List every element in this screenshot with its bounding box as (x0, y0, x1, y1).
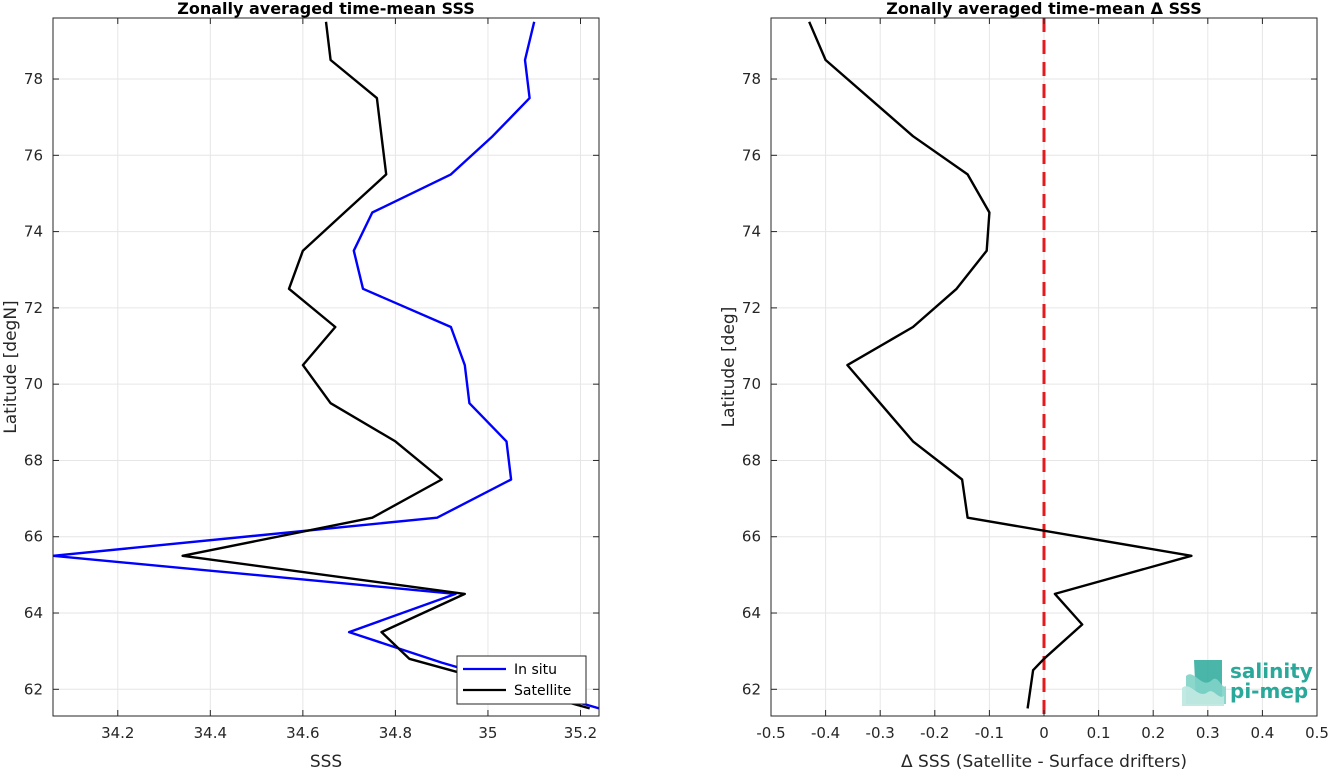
tick-marks (53, 18, 599, 716)
y-tick-label: 72 (742, 299, 761, 317)
x-tick-label: 34.6 (286, 724, 319, 742)
y-tick-labels: 62 64 66 68 70 72 74 76 78 (742, 70, 761, 698)
x-tick-label: -0.4 (811, 724, 840, 742)
series-line-satellite (181, 21, 591, 710)
x-tick-label: -0.1 (975, 724, 1004, 742)
x-tick-label: 34.4 (194, 724, 227, 742)
logo-wave-icon (1182, 660, 1226, 706)
chart-title: Zonally averaged time-mean SSS (177, 0, 475, 18)
x-axis-label: Δ SSS (Satellite - Surface drifters) (901, 752, 1187, 769)
x-tick-label: 0.3 (1196, 724, 1220, 742)
x-tick-label: 0.5 (1305, 724, 1329, 742)
x-tick-labels: 34.2 34.4 34.6 34.8 35 35.2 (101, 724, 597, 742)
salinity-pi-mep-logo: salinity pi-mep (1182, 659, 1313, 706)
series-line-0 (808, 21, 1193, 709)
x-tick-label: 0.2 (1141, 724, 1165, 742)
y-tick-label: 76 (742, 146, 761, 164)
chart-title: Zonally averaged time-mean Δ SSS (886, 0, 1202, 18)
delta-sss-panel: -0.5 -0.4 -0.3 -0.2 -0.1 0 0.1 0.2 0.3 0.4 0.5 626… (719, 0, 1329, 769)
x-tick-label: 35 (478, 724, 497, 742)
y-tick-label: 62 (24, 680, 43, 698)
logo-line2: pi-mep (1230, 679, 1308, 703)
x-tick-label: 34.8 (379, 724, 412, 742)
x-tick-label: -0.2 (920, 724, 949, 742)
y-tick-label: 68 (742, 451, 761, 469)
x-tick-label: 0.1 (1087, 724, 1111, 742)
series-line-in-situ (53, 21, 599, 710)
y-tick-label: 74 (742, 223, 761, 241)
y-axis-label: Latitude [degN] (1, 300, 21, 433)
y-tick-label: 66 (24, 528, 43, 546)
y-tick-label: 64 (742, 604, 761, 622)
y-tick-labels: 62 64 66 68 70 72 74 76 78 (24, 70, 43, 698)
y-tick-label: 74 (24, 223, 43, 241)
x-tick-label: -0.3 (866, 724, 895, 742)
x-tick-label: 35.2 (564, 724, 597, 742)
y-tick-label: 76 (24, 146, 43, 164)
tick-marks (770, 18, 1318, 716)
series-lines (808, 21, 1193, 709)
y-tick-label: 64 (24, 604, 43, 622)
y-tick-label: 72 (24, 299, 43, 317)
y-tick-label: 70 (742, 375, 761, 393)
x-tick-label: 0 (1039, 724, 1049, 742)
legend: In situ Satellite (456, 655, 587, 705)
legend-box (456, 655, 587, 705)
y-axis-label: Latitude [deg] (719, 307, 739, 428)
legend-label-satellite: Satellite (514, 683, 571, 699)
y-tick-label: 78 (24, 70, 43, 88)
series-lines (53, 21, 599, 710)
y-tick-label: 62 (742, 680, 761, 698)
x-tick-label: 0.4 (1250, 724, 1274, 742)
logo-line1: salinity (1230, 659, 1313, 683)
y-tick-label: 78 (742, 70, 761, 88)
sss-panel: 34.2 34.4 34.6 34.8 35 35.2 62 64 66 68 70 72 74 76 7… (1, 0, 600, 769)
y-tick-label: 70 (24, 375, 43, 393)
y-tick-label: 66 (742, 528, 761, 546)
y-tick-label: 68 (24, 451, 43, 469)
x-tick-labels: -0.5 -0.4 -0.3 -0.2 -0.1 0 0.1 0.2 0.3 0.4 0.5 (756, 724, 1329, 742)
x-tick-label: 34.2 (101, 724, 134, 742)
legend-label-in-situ: In situ (514, 662, 557, 678)
x-tick-label: -0.5 (756, 724, 785, 742)
x-axis-label: SSS (310, 752, 342, 769)
